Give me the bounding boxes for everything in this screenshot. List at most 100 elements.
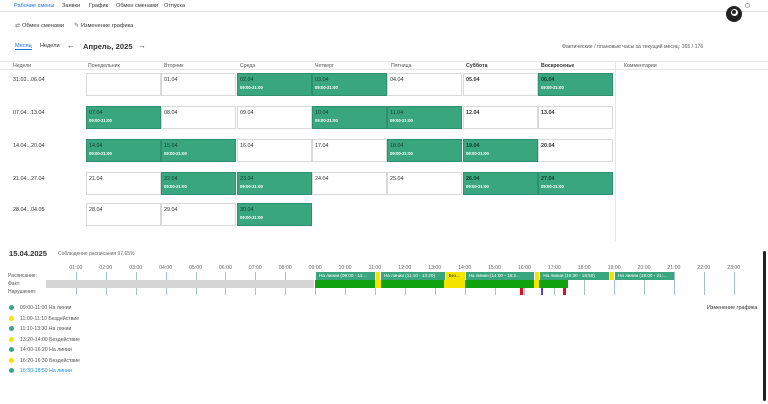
legend-text: 13:20-14:00 Бездействие (20, 336, 80, 343)
day-number: 18.04 (390, 143, 404, 149)
timeline-hour-tick (644, 272, 645, 295)
timeline-hour-label: 10:00 (338, 265, 352, 271)
day-number: 10.04 (315, 110, 329, 116)
legend-text: 09:00-11:00 На линии (20, 305, 72, 311)
day-cell[interactable] (86, 73, 161, 96)
fact-segment (539, 280, 568, 288)
timeline-hour-label: 21:00 (667, 265, 681, 271)
day-cell[interactable]: 16.04 (237, 139, 312, 162)
day-cell-shift[interactable]: 22.04 09:00-21:00 (161, 172, 236, 195)
day-cell-shift[interactable]: 27.04 09:00-21:00 (538, 172, 613, 195)
shift-time: 09:00-21:00 (240, 215, 263, 220)
day-number: 19.04 (466, 143, 480, 149)
shift-time: 09:00-21:00 (315, 85, 338, 90)
shift-time: 09:00-21:00 (466, 151, 489, 156)
timeline-hour-label: 04:00 (159, 265, 173, 271)
day-cell-shift[interactable]: 18.04 09:00-21:00 (387, 139, 462, 162)
day-cell[interactable]: 13.04 (538, 106, 613, 129)
schedule-segment[interactable] (374, 272, 380, 280)
change-schedule-link[interactable]: Изменение графика (707, 305, 758, 311)
day-cell[interactable]: 28.04 (86, 203, 161, 226)
legend-item: 16:30-18:50 На линии (9, 368, 72, 374)
day-number: 11.04 (390, 110, 404, 116)
fact-segment (464, 280, 535, 288)
day-cell-shift[interactable]: 06.04 09:00-21:00 (538, 73, 613, 96)
day-number: 12.04 (466, 110, 480, 116)
schedule-segment[interactable]: Без... (444, 272, 465, 280)
day-number: 08.04 (164, 110, 178, 116)
day-cell-shift[interactable]: 30.04 09:00-21:00 (237, 203, 312, 226)
violation-marker (540, 288, 543, 295)
day-cell[interactable]: 05.04 (463, 73, 538, 96)
day-cell-shift[interactable]: 23.04 09:00-21:00 (237, 172, 312, 195)
timeline-hour-label: 05:00 (189, 265, 202, 271)
schedule-segment[interactable] (534, 272, 540, 280)
next-month-arrow-icon[interactable]: → (138, 41, 146, 50)
header-comments: Комментарии (624, 63, 657, 69)
fact-segment (534, 280, 540, 288)
settings-icon[interactable] (745, 3, 750, 8)
day-number: 17.04 (315, 143, 329, 149)
day-cell[interactable]: 01.04 (161, 73, 236, 96)
day-cell[interactable]: 21.04 (86, 172, 161, 195)
legend-item: 09:00-11:00 На линии (9, 305, 71, 311)
day-cell[interactable]: 08.04 (161, 106, 236, 129)
tab-requests[interactable]: Заявки (62, 3, 81, 9)
day-cell-shift[interactable]: 10.04 09:00-21:00 (312, 106, 387, 129)
schedule-segment[interactable]: На линии (19:00 - 21:... (614, 272, 674, 280)
legend-text: 14:00-16:20 На линии (20, 347, 72, 353)
legend-text: 11:00-11:10 Бездействие (20, 315, 80, 322)
shift-time: 09:00-21:00 (164, 184, 187, 189)
schedule-segment[interactable]: На линии (11:10 - 13:20) (379, 272, 445, 280)
day-cell-shift[interactable]: 26.04 09:00-21:00 (463, 172, 538, 195)
day-cell-shift[interactable]: 03.04 09:00-21:00 (312, 73, 387, 96)
day-number: 05.04 (466, 77, 480, 83)
day-number: 14.04 (89, 143, 103, 149)
day-cell[interactable]: 24.04 (312, 172, 387, 195)
shift-time: 09:00-21:00 (541, 184, 564, 189)
timeline-hour-label: 14:00 (458, 265, 472, 271)
timeline-hour-label: 01:00 (69, 265, 83, 271)
header-weeks: Недели (13, 63, 32, 69)
tab-schedule[interactable]: График (89, 3, 109, 9)
change-schedule-button[interactable]: ✎ Изменение графика (74, 22, 133, 29)
tab-shift-swap[interactable]: Обмен сменами (116, 3, 158, 9)
view-tab-month[interactable]: Месяц (15, 43, 32, 50)
timeline-hour-tick (584, 272, 586, 295)
pencil-icon: ✎ (74, 23, 80, 29)
day-number: 16.04 (240, 143, 254, 149)
day-cell-shift[interactable]: 19.04 09:00-21:00 (463, 139, 538, 162)
schedule-segment[interactable]: На линии (16:30 - 18:50) (539, 272, 610, 280)
fact-segment (315, 280, 375, 288)
top-nav: Рабочие смены Заявки График Обмен сменам… (0, 0, 768, 12)
prev-month-arrow-icon[interactable]: ← (67, 41, 75, 50)
day-cell-shift[interactable]: 14.04 09:00-21:00 (86, 139, 161, 162)
day-cell-shift[interactable]: 07.04 09:00-21:00 (86, 106, 161, 129)
day-cell[interactable]: 29.04 (161, 203, 236, 226)
schedule-segment[interactable]: На линии (14:00 - 16:2... (464, 272, 535, 280)
tab-vacations[interactable]: Отпуска (164, 3, 186, 9)
fact-segment (380, 280, 444, 288)
swap-shifts-button[interactable]: ⇄ Обмен сменами (15, 22, 64, 29)
day-cell-shift[interactable]: 11.04 09:00-21:00 (387, 106, 462, 129)
day-cell[interactable]: 09.04 (237, 106, 312, 129)
day-cell-shift[interactable]: 02.04 09:00-21:00 (237, 73, 312, 96)
timeline-hour-label: 06:00 (218, 265, 232, 271)
day-cell[interactable]: 25.04 (387, 172, 462, 195)
legend-dot-icon (9, 336, 14, 342)
schedule-segment[interactable] (609, 272, 615, 280)
day-cell-shift[interactable]: 15.04 09:00-21:00 (161, 139, 236, 162)
schedule-segment[interactable]: На линии (09:00 - 11:... (315, 272, 375, 280)
day-cell[interactable]: 04.04 (387, 73, 462, 96)
header-friday: Пятница (391, 63, 412, 69)
day-cell[interactable]: 20.04 (538, 139, 613, 162)
day-number: 02.04 (240, 77, 254, 83)
avatar[interactable] (726, 6, 742, 22)
legend-dot-icon (9, 347, 14, 352)
day-number: 26.04 (466, 176, 480, 182)
tab-work-shifts[interactable]: Рабочие смены (14, 3, 55, 9)
view-tab-weeks[interactable]: Недели (40, 43, 60, 49)
day-cell[interactable]: 17.04 (312, 139, 387, 162)
scrollbar[interactable] (763, 251, 766, 401)
day-cell[interactable]: 12.04 (463, 106, 538, 129)
